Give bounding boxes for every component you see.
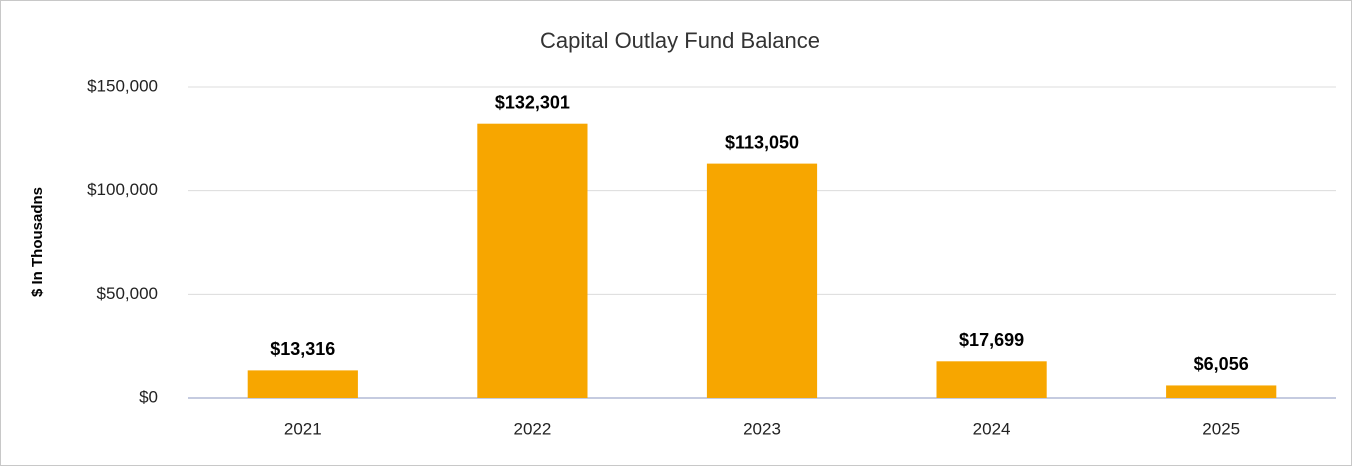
value-label: $113,050 [725,132,799,152]
x-tick-label: 2025 [1202,419,1240,438]
chart-title: Capital Outlay Fund Balance [540,28,820,53]
bar [706,163,818,398]
x-tick-label: 2023 [743,419,781,438]
bar [247,370,358,398]
y-tick-label: $0 [139,387,158,406]
bar [477,123,588,398]
y-tick-label: $50,000 [97,284,158,303]
y-axis-label: $ In Thousadns [29,187,46,297]
y-tick-label: $100,000 [87,180,158,199]
bar [936,361,1047,398]
value-label: $6,056 [1194,354,1249,374]
x-tick-label: 2021 [284,419,322,438]
value-label: $13,316 [270,339,335,359]
bar [1166,385,1277,398]
x-tick-label: 2024 [973,419,1011,438]
y-tick-label: $150,000 [87,76,158,95]
x-tick-label: 2022 [513,419,551,438]
value-label: $17,699 [959,330,1024,350]
value-label: $132,301 [495,92,570,112]
